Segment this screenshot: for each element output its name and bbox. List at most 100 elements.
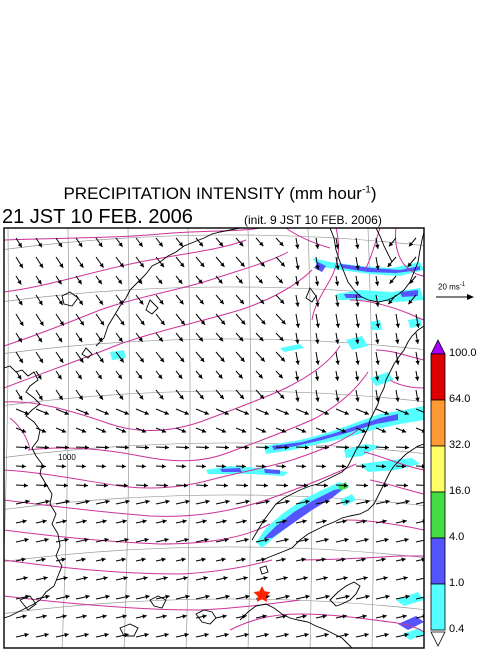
wind-arrow [315,389,320,402]
wind-arrow [395,445,410,450]
wind-arrow [275,237,284,247]
wind-arrow [275,519,287,524]
wind-arrow [295,519,307,524]
wind-arrow [355,483,369,488]
wind-arrow [175,294,184,305]
wind-arrow [235,294,245,305]
wind-arrow [235,483,249,488]
wind-arrow [255,632,269,638]
wind-arrow [395,614,407,619]
wind-arrow [35,537,49,543]
wind-arrow [375,614,387,619]
wind-arrow [55,351,64,364]
colorbar-box [430,353,446,401]
wind-arrow [215,389,225,400]
wind-arrow [35,483,49,488]
wind-arrow [355,313,360,328]
wind-arrow [395,576,408,581]
colorbar-label: 16.0 [449,485,471,497]
wind-arrow [275,557,286,562]
wind-arrow [215,576,228,581]
wind-arrow [315,427,327,433]
wind-arrow [75,557,86,562]
precip-band-north [312,258,424,276]
graticule-meridian [367,228,374,648]
wind-arrow [95,519,107,524]
wind-arrow [15,483,29,488]
korea-coast [95,228,241,347]
wind-arrow [175,275,183,285]
wind-arrow [394,370,400,381]
wind-arrow [375,294,380,307]
wind-arrow [35,313,44,327]
wind-arrow [35,408,50,415]
wind-arrow [35,427,47,433]
wind-arrow [255,313,266,325]
wind-arrow [55,576,68,581]
wind-arrow [175,519,187,524]
wind-arrow [55,632,69,638]
wind-arrow [35,332,43,343]
wind-arrow [295,445,310,450]
wind-arrow [195,464,207,469]
wind-arrow [295,237,300,249]
wind-arrow [195,408,210,415]
wind-arrow [115,537,129,543]
wind-arrow [395,537,409,543]
wind-arrow [235,464,247,469]
wind-arrow [235,313,246,325]
wind-arrow [135,519,147,524]
wind-arrow [135,499,150,505]
wind-arrow [175,313,186,326]
wind-arrow [135,294,144,305]
wind-arrow [355,499,370,505]
wind-arrow [75,537,89,543]
wind-arrow [255,389,265,400]
wind-arrow [75,237,83,248]
wind-arrow [195,313,206,326]
wind-arrow [155,275,163,285]
wind-arrow [388,237,397,247]
wind-arrow [235,370,243,379]
wind-arrow [275,445,290,450]
wind-arrow [255,576,268,581]
graticule-parallel [4,598,424,614]
wind-arrow [215,483,229,488]
wind-arrow [375,576,388,581]
wind-arrow [415,634,424,638]
wind-arrow [255,275,264,284]
wind-arrow [295,313,300,328]
wind-arrow [335,614,347,619]
wind-arrow [75,275,83,285]
wind-arrow [175,557,186,562]
wind-arrow [395,389,400,402]
wind-arrow [95,389,104,401]
wind-arrow [375,332,380,344]
wind-arrow [35,256,44,269]
wind-arrow [195,294,205,305]
wind-arrow [15,576,28,581]
wind-arrow [387,256,397,268]
reference-vector-arrow [436,294,474,300]
wind-arrow [75,632,89,638]
wind-arrow [195,332,204,342]
wind-arrow [215,427,227,433]
wind-arrow [295,537,309,543]
wind-arrow [295,408,310,415]
wind-arrow [275,275,284,284]
wind-arrow [175,464,187,469]
wind-arrow [155,576,168,581]
map-valid-time: 21 JST 10 FEB. 2006 [2,206,193,228]
wind-arrow [115,332,123,343]
wind-arrow [195,519,207,524]
wind-arrow [335,483,349,488]
graticule-meridian [123,228,130,648]
graticule-meridian [4,228,9,563]
wind-arrow [115,557,126,562]
wind-arrow [15,445,30,450]
wind-arrow [95,557,106,562]
wind-arrow [155,256,165,268]
wind-arrow [415,539,424,543]
wind-arrow [215,370,223,379]
colorbar-boxes [430,353,446,631]
